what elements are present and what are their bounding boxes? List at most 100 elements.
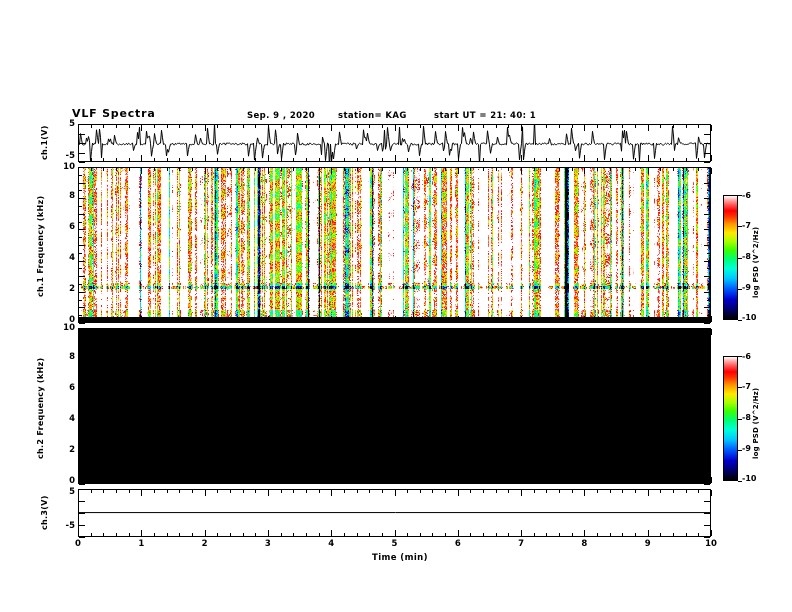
x-tick <box>445 158 447 161</box>
y-tick <box>79 328 85 329</box>
y-tick <box>704 484 710 485</box>
x-tick <box>90 319 92 322</box>
figure-header: VLF Spectra Sep. 9 , 2020 station= KAG s… <box>0 108 792 124</box>
ch1-ytick-neg5: -5 <box>65 151 75 161</box>
x-tick <box>533 480 535 483</box>
x-tick <box>597 125 599 128</box>
x-tick <box>356 490 358 493</box>
x-tick <box>685 480 687 483</box>
x-tick <box>217 533 219 536</box>
x-tick <box>179 533 181 536</box>
x-tick <box>204 530 206 536</box>
y-tick <box>704 323 710 324</box>
x-tick <box>584 168 586 174</box>
y-tick <box>79 398 82 400</box>
y-tick <box>79 437 85 439</box>
x-tick <box>609 168 611 171</box>
x-tick <box>635 125 637 128</box>
x-tick <box>78 125 79 131</box>
y-tick <box>79 537 85 538</box>
x-tick <box>267 490 269 496</box>
x-tick <box>280 158 282 161</box>
y-tick <box>79 452 85 454</box>
x-tick <box>115 533 117 536</box>
x-tick <box>609 533 611 536</box>
ch2-ytick-10: 10 <box>63 323 75 333</box>
x-tick <box>470 158 472 161</box>
ch3-ytick-5: 5 <box>69 487 75 497</box>
x-tick <box>267 329 269 335</box>
ch1-colorbar-label: log PSD (V^2/Hz) <box>752 226 760 298</box>
x-tick <box>293 319 295 322</box>
x-tick <box>445 490 447 493</box>
x-tick <box>673 490 675 493</box>
x-tick <box>255 158 257 161</box>
x-tick <box>394 477 396 483</box>
colorbar-tick <box>738 195 742 196</box>
x-tick <box>432 125 434 128</box>
x-tick <box>293 168 295 171</box>
colorbar-tick <box>738 418 742 420</box>
x-tick <box>141 530 143 536</box>
x-tick <box>571 533 573 536</box>
x-tick <box>584 490 586 496</box>
x-tick <box>647 316 649 322</box>
x-tick <box>495 158 497 161</box>
y-tick <box>79 382 82 384</box>
x-tick <box>597 480 599 483</box>
x-tick <box>571 158 573 161</box>
x-tick <box>559 533 561 536</box>
y-tick <box>707 335 710 337</box>
x-tick <box>609 490 611 493</box>
x-tick <box>711 155 712 161</box>
y-tick <box>704 328 710 329</box>
x-tick <box>191 533 193 536</box>
x-tick <box>584 316 586 322</box>
x-tick <box>584 477 586 483</box>
x-tick <box>660 480 662 483</box>
x-tick <box>394 329 396 335</box>
x-tick <box>546 168 548 171</box>
y-tick <box>704 489 710 490</box>
x-tick <box>242 125 244 128</box>
x-tick <box>78 329 79 335</box>
ch1-spectrogram-panel <box>78 167 711 323</box>
y-tick <box>704 525 710 526</box>
y-tick <box>704 468 710 470</box>
x-tick <box>495 533 497 536</box>
y-tick <box>79 237 82 239</box>
x-tick <box>141 477 143 483</box>
ch1-ytick-5: 5 <box>69 119 75 129</box>
x-tick <box>217 480 219 483</box>
y-tick <box>79 351 82 353</box>
y-tick <box>79 229 85 231</box>
x-tick <box>609 480 611 483</box>
x-tick <box>280 329 282 332</box>
x-tick <box>394 168 396 174</box>
x-tick <box>115 319 117 322</box>
x-tick <box>571 168 573 171</box>
x-tick <box>521 530 523 536</box>
y-tick <box>704 291 710 293</box>
x-tick <box>128 319 130 322</box>
x-tick <box>242 158 244 161</box>
y-tick <box>79 406 85 407</box>
x-tick <box>711 477 712 483</box>
x-tick <box>419 168 421 171</box>
ch1-cbar-tick--7: -7 <box>742 221 751 230</box>
x-tick <box>407 533 409 536</box>
x-tick <box>381 533 383 536</box>
x-tick <box>483 533 485 536</box>
x-tick <box>153 125 155 128</box>
y-tick <box>704 182 710 184</box>
colorbar-tick <box>738 257 742 259</box>
ch2-cbar-tick--6: -6 <box>742 352 751 361</box>
x-tick <box>622 490 624 493</box>
x-tick <box>305 125 307 128</box>
x-tick <box>293 533 295 536</box>
ch2-ytick-2: 2 <box>69 445 75 455</box>
x-tick <box>229 319 231 322</box>
x-tick <box>103 168 105 171</box>
x-tick <box>179 329 181 332</box>
x-tick <box>559 490 561 493</box>
